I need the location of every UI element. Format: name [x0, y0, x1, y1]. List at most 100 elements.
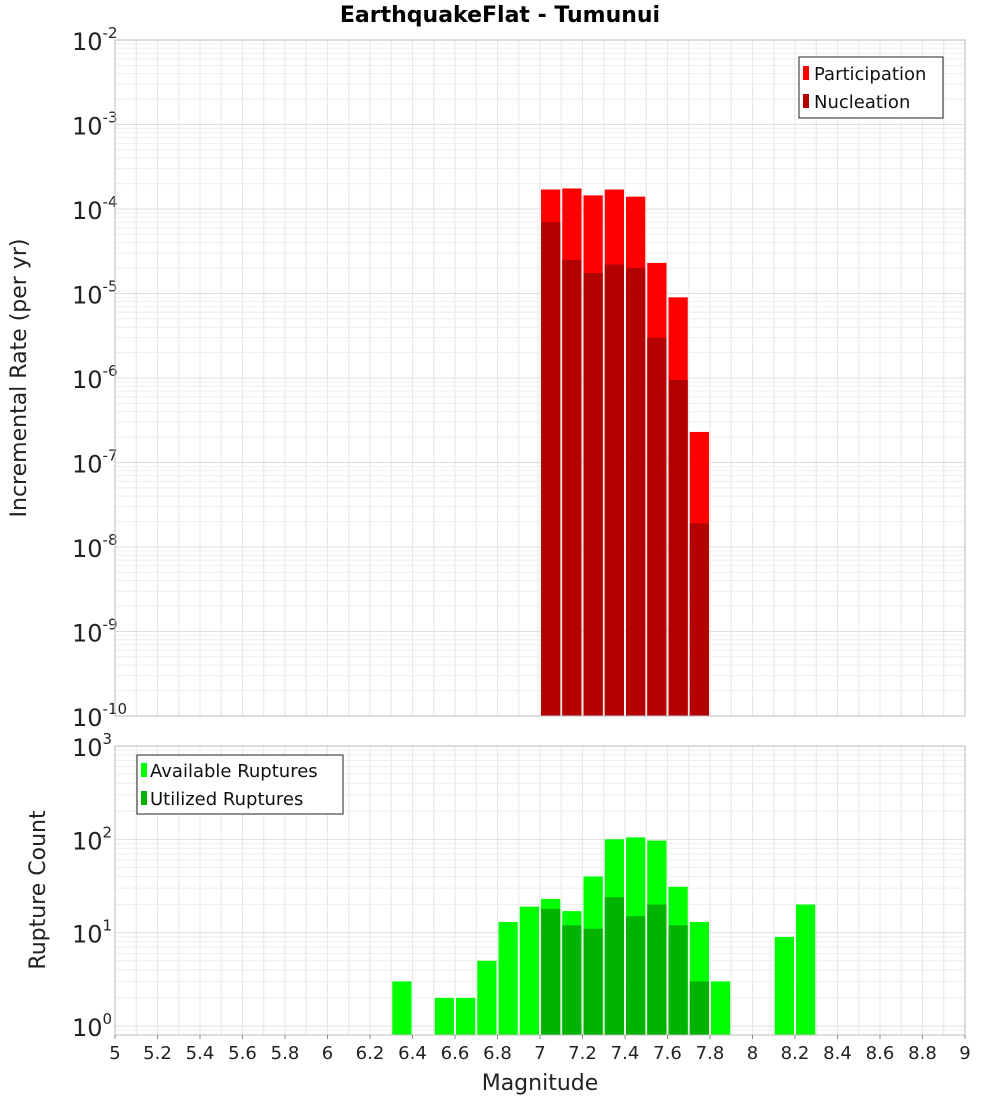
y-tick-base: 10 — [72, 1014, 103, 1042]
y-tick-exponent: -9 — [103, 616, 118, 634]
x-tick-label: 6.6 — [441, 1043, 470, 1064]
y-tick-exponent: -6 — [103, 362, 118, 380]
nucleation-bar — [668, 379, 688, 716]
bottom-bars — [392, 837, 816, 1035]
top-plot: 10-210-310-410-510-610-710-810-910-10 — [72, 24, 966, 732]
x-tick-label: 8.8 — [908, 1043, 937, 1064]
y-tick-exponent: -5 — [103, 278, 118, 296]
y-tick-exponent: 2 — [103, 823, 113, 841]
x-tick-label: 5.4 — [186, 1043, 215, 1064]
y-tick-label: 10-3 — [72, 109, 118, 141]
available-ruptures-bar — [456, 997, 476, 1035]
y-tick-label: 100 — [72, 1010, 112, 1042]
legend-swatch-available — [141, 763, 147, 777]
available-ruptures-bar — [434, 997, 454, 1035]
utilized-ruptures-bar — [689, 981, 709, 1035]
y-tick-label: 102 — [72, 823, 112, 855]
x-tick-label: 6.4 — [398, 1043, 427, 1064]
x-tick-label: 8.2 — [781, 1043, 810, 1064]
nucleation-bar — [604, 264, 624, 716]
legend-label-participation: Participation — [814, 64, 926, 85]
y-tick-base: 10 — [72, 827, 103, 855]
top-plot-frame — [114, 39, 966, 717]
legend-label-nucleation: Nucleation — [814, 92, 910, 113]
y-tick-label: 103 — [72, 730, 112, 762]
y-tick-label: 10-9 — [72, 616, 118, 648]
y-tick-label: 10-7 — [72, 447, 118, 479]
available-ruptures-bar — [711, 981, 731, 1035]
x-tick-label: 6 — [322, 1043, 333, 1064]
y-tick-exponent: -7 — [103, 447, 118, 465]
nucleation-bar — [583, 272, 603, 716]
top-legend: Participation Nucleation — [798, 56, 944, 119]
bottom-grid — [114, 746, 966, 1036]
x-tick-label: 9 — [959, 1043, 970, 1064]
x-tick-label: 7.4 — [611, 1043, 640, 1064]
y-tick-exponent: 1 — [103, 917, 113, 935]
x-tick-label: 7.2 — [568, 1043, 597, 1064]
y-tick-exponent: 3 — [103, 730, 113, 748]
y-tick-base: 10 — [72, 620, 103, 648]
nucleation-bar — [562, 259, 582, 716]
y-tick-base: 10 — [72, 197, 103, 225]
top-legend-box — [798, 56, 944, 119]
available-ruptures-bar — [796, 904, 816, 1035]
y-tick-base: 10 — [72, 282, 103, 310]
x-tick-label: 5.8 — [271, 1043, 300, 1064]
x-tick-label: 8 — [747, 1043, 758, 1064]
utilized-ruptures-bar — [647, 904, 667, 1035]
x-tick-label: 7.6 — [653, 1043, 682, 1064]
available-ruptures-bar — [392, 981, 412, 1035]
y-tick-base: 10 — [72, 704, 103, 732]
y-tick-exponent: -4 — [103, 193, 118, 211]
y-tick-exponent: 0 — [103, 1010, 113, 1028]
legend-swatch-nucleation — [803, 94, 809, 108]
y-tick-label: 10-4 — [72, 193, 118, 225]
x-tick-label: 5.6 — [228, 1043, 257, 1064]
x-tick-label: 7.8 — [696, 1043, 725, 1064]
y-tick-label: 101 — [72, 917, 112, 949]
x-tick-label: 8.6 — [866, 1043, 895, 1064]
utilized-ruptures-bar — [626, 916, 646, 1035]
x-tick-label: 5.2 — [143, 1043, 172, 1064]
y-tick-base: 10 — [72, 28, 103, 56]
utilized-ruptures-bar — [583, 928, 603, 1035]
y-tick-base: 10 — [72, 921, 103, 949]
top-y-axis-label: Incremental Rate (per yr) — [7, 239, 32, 518]
y-tick-exponent: -2 — [103, 24, 118, 42]
nucleation-bar — [626, 268, 646, 716]
available-ruptures-bar — [774, 936, 794, 1035]
available-ruptures-bar — [498, 922, 518, 1035]
utilized-ruptures-bar — [668, 925, 688, 1035]
y-tick-label: 10-2 — [72, 24, 118, 56]
top-grid — [114, 40, 966, 717]
available-ruptures-bar — [519, 906, 539, 1035]
y-tick-label: 10-5 — [72, 278, 118, 310]
chart-title: EarthquakeFlat - Tumunui — [340, 3, 660, 28]
nucleation-bar — [541, 222, 561, 716]
utilized-ruptures-bar — [541, 908, 561, 1035]
x-ticks: 5 5.2 5.4 5.6 5.8 6 6.2 6.4 6.6 6.8 7 7.2 7.4 7.6 7.8 8… — [109, 1035, 971, 1064]
x-tick-label: 8.4 — [823, 1043, 852, 1064]
y-tick-base: 10 — [72, 734, 103, 762]
top-y-ticks: 10-210-310-410-510-610-710-810-910-10 — [72, 24, 127, 732]
x-tick-label: 6.2 — [356, 1043, 385, 1064]
y-tick-exponent: -3 — [103, 109, 118, 127]
y-tick-exponent: -8 — [103, 531, 118, 549]
legend-label-utilized: Utilized Ruptures — [150, 789, 303, 810]
y-tick-base: 10 — [72, 451, 103, 479]
nucleation-bar — [647, 337, 667, 716]
top-bars — [541, 188, 709, 717]
legend-swatch-participation — [803, 66, 809, 80]
x-tick-label: 6.8 — [483, 1043, 512, 1064]
y-tick-label: 10-8 — [72, 531, 118, 563]
utilized-ruptures-bar — [604, 897, 624, 1035]
legend-label-available: Available Ruptures — [150, 761, 318, 782]
y-tick-base: 10 — [72, 366, 103, 394]
bottom-legend-box — [136, 754, 344, 815]
available-ruptures-bar — [477, 960, 497, 1035]
x-tick-label: 5 — [109, 1043, 120, 1064]
